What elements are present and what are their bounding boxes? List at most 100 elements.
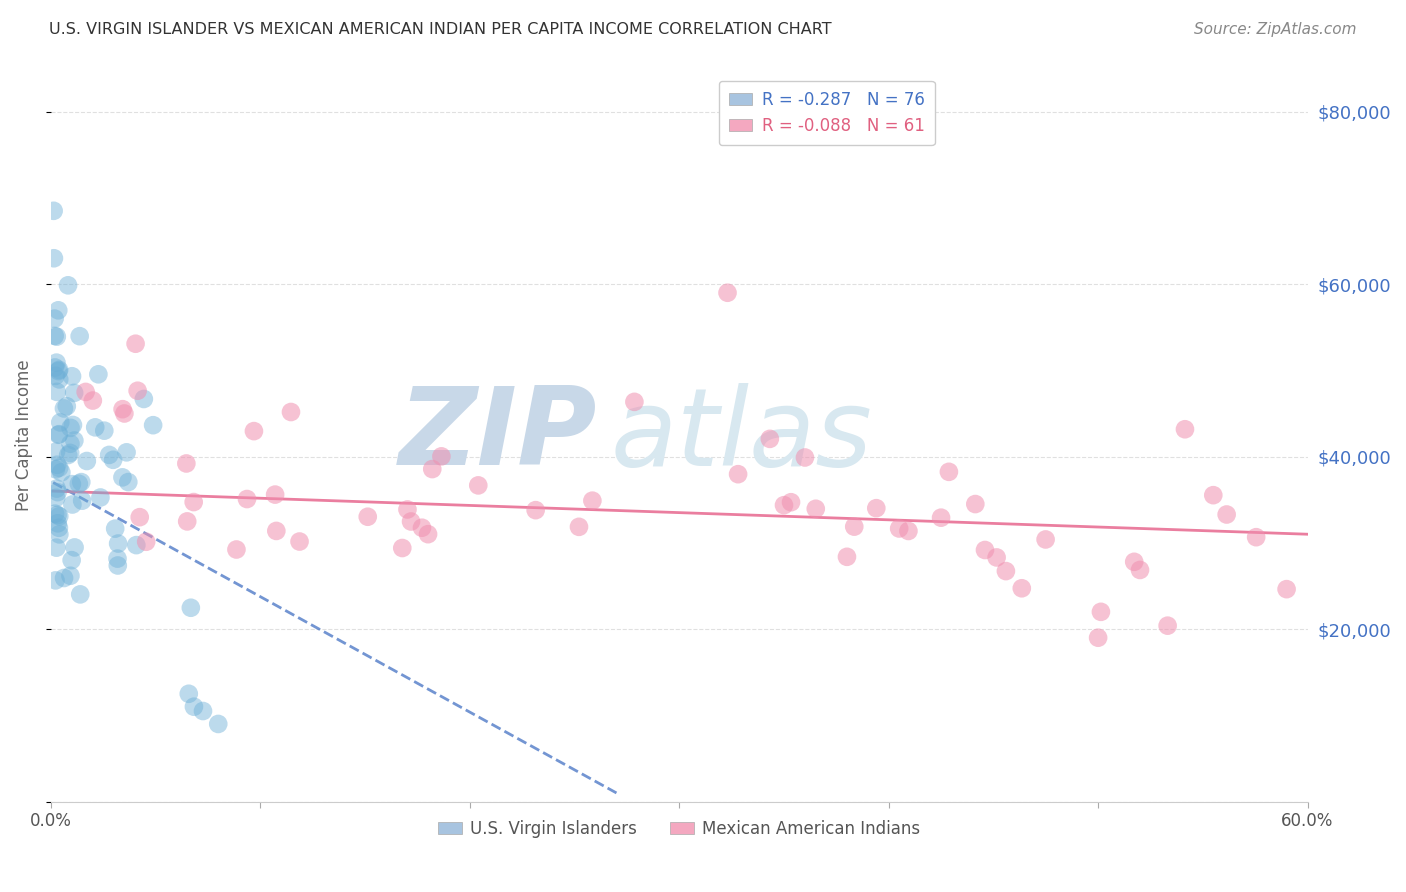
Point (112, 407, 135, 421)
Point (111, 402, 134, 417)
Point (127, 384, 149, 398)
Point (45, 444, 67, 458)
Point (416, 527, 439, 541)
Point (1275, 582, 1298, 596)
Point (1215, 508, 1237, 522)
Point (391, 541, 413, 555)
Point (929, 510, 952, 524)
Point (46, 508, 69, 522)
Point (835, 549, 858, 564)
Point (48, 521, 70, 535)
Point (994, 564, 1017, 578)
Point (266, 524, 288, 538)
Point (176, 457, 198, 471)
Point (48, 364, 70, 378)
Text: U.S. VIRGIN ISLANDER VS MEXICAN AMERICAN INDIAN PER CAPITA INCOME CORRELATION CH: U.S. VIRGIN ISLANDER VS MEXICAN AMERICAN… (49, 22, 832, 37)
Point (59, 568, 82, 582)
Point (56, 448, 79, 462)
Point (69, 587, 91, 601)
Point (399, 515, 422, 529)
Point (1123, 555, 1146, 569)
Point (87, 368, 110, 382)
Point (716, 285, 738, 300)
Point (264, 487, 287, 501)
Point (773, 498, 796, 512)
Point (59, 436, 82, 450)
Point (243, 424, 266, 438)
Point (51, 466, 73, 480)
Point (45, 541, 67, 555)
Point (844, 519, 866, 533)
Point (420, 462, 443, 476)
Point (889, 521, 911, 535)
Point (759, 432, 782, 446)
Point (804, 501, 827, 516)
Point (581, 493, 603, 508)
Point (42, 252, 65, 266)
Point (101, 452, 124, 467)
Point (411, 521, 433, 535)
Point (1087, 631, 1109, 645)
Point (63, 434, 86, 448)
Point (124, 336, 146, 351)
Point (938, 465, 960, 479)
Point (191, 704, 214, 718)
Point (357, 509, 380, 524)
Point (974, 543, 997, 558)
Point (98, 448, 121, 462)
Point (63, 385, 86, 400)
Point (142, 418, 165, 433)
Point (183, 699, 205, 714)
Point (76, 454, 98, 468)
Point (177, 687, 200, 701)
Point (1156, 618, 1178, 632)
Point (1174, 422, 1197, 436)
Point (44, 329, 66, 343)
Point (1129, 563, 1152, 577)
Text: ZIP: ZIP (399, 382, 598, 488)
Point (125, 538, 148, 552)
Point (288, 534, 311, 549)
Point (84, 420, 107, 434)
Point (132, 392, 155, 406)
Point (60, 369, 83, 384)
Point (396, 502, 419, 516)
Point (89, 491, 111, 505)
Point (1202, 488, 1225, 502)
Point (128, 510, 150, 524)
Point (69, 329, 91, 343)
Point (45, 384, 67, 399)
Point (107, 558, 129, 573)
Point (45, 368, 67, 383)
Point (965, 497, 987, 511)
Point (56, 278, 79, 293)
Point (53, 571, 76, 585)
Point (45, 574, 67, 588)
Point (44, 507, 66, 521)
Point (48, 427, 70, 442)
Point (107, 536, 129, 550)
Point (70, 493, 93, 508)
Point (780, 495, 803, 509)
Point (44, 311, 66, 326)
Point (48, 509, 70, 524)
Point (70, 475, 93, 489)
Point (865, 501, 887, 516)
Point (55, 399, 77, 413)
Point (44, 360, 66, 375)
Legend: U.S. Virgin Islanders, Mexican American Indians: U.S. Virgin Islanders, Mexican American … (432, 814, 927, 845)
Point (115, 445, 138, 459)
Point (111, 470, 134, 484)
Point (45, 482, 67, 496)
Point (46, 303, 69, 318)
Point (59, 446, 82, 460)
Point (107, 551, 129, 566)
Point (135, 534, 157, 549)
Point (236, 491, 259, 506)
Point (82, 393, 104, 408)
Point (48, 427, 70, 442)
Point (60, 498, 83, 512)
Point (727, 467, 749, 482)
Point (1244, 530, 1267, 544)
Text: atlas: atlas (610, 383, 872, 488)
